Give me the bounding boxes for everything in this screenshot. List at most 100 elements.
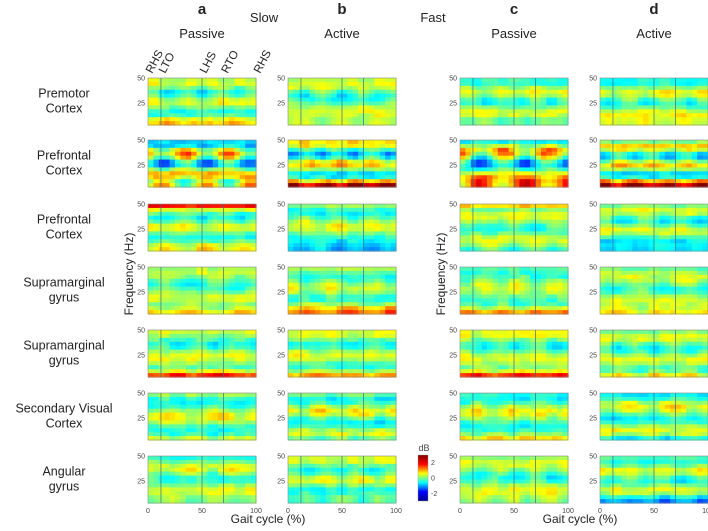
heatmap-cell xyxy=(239,330,246,335)
heatmap-cell xyxy=(148,101,154,107)
heatmap-cell xyxy=(664,267,671,272)
heatmap-cell xyxy=(686,113,693,118)
heatmap-cell xyxy=(551,274,558,280)
heatmap-cell xyxy=(325,294,332,299)
heatmap-cell xyxy=(551,140,558,145)
heatmap-cell xyxy=(336,85,343,91)
heatmap-cell xyxy=(481,147,488,153)
heatmap-cell xyxy=(503,167,510,172)
heatmap-cell xyxy=(293,306,300,311)
heatmap-cell xyxy=(643,227,650,233)
heatmap-cell xyxy=(648,243,655,248)
heatmap-cell xyxy=(600,294,606,299)
heatmap-cell xyxy=(164,400,171,406)
heatmap-cell xyxy=(352,97,359,103)
heatmap-cell xyxy=(659,353,666,359)
heatmap-cell xyxy=(605,113,612,118)
heatmap-cell xyxy=(541,294,547,299)
heatmap-cell xyxy=(514,183,520,188)
heatmap-cell xyxy=(600,227,606,233)
heatmap-cell xyxy=(304,274,311,280)
heatmap-cell xyxy=(315,298,321,303)
heatmap-cell xyxy=(363,147,370,153)
heatmap-cell xyxy=(315,89,321,95)
heatmap-cell xyxy=(153,109,160,114)
heatmap-cell xyxy=(320,93,327,99)
heatmap-cell xyxy=(497,294,504,299)
heatmap-cell xyxy=(546,349,553,355)
heatmap-cell xyxy=(541,155,547,161)
heatmap-cell xyxy=(202,231,208,236)
heatmap-cell xyxy=(691,163,698,169)
heatmap-cell xyxy=(245,101,252,107)
heatmap-cell xyxy=(465,85,472,91)
heatmap-cell xyxy=(637,207,644,213)
heatmap-cell xyxy=(562,101,569,107)
heatmap-cell xyxy=(169,282,176,288)
heatmap-cell xyxy=(342,121,348,126)
heatmap-cell xyxy=(185,373,192,378)
heatmap-cell xyxy=(325,357,332,362)
heatmap-cell xyxy=(497,167,504,172)
heatmap-cell xyxy=(358,101,365,107)
heatmap-cell xyxy=(250,274,257,280)
heatmap-cell xyxy=(169,93,176,99)
heatmap-cell xyxy=(352,274,359,280)
heatmap-cell xyxy=(654,267,660,272)
heatmap-cell xyxy=(153,151,160,157)
heatmap-cell xyxy=(487,121,493,126)
heatmap-cell xyxy=(605,167,612,172)
heatmap-cell xyxy=(234,159,241,165)
heatmap-cell xyxy=(363,215,370,221)
heatmap-cell xyxy=(196,341,203,347)
heatmap-cell xyxy=(309,215,316,221)
heatmap-cell xyxy=(185,247,192,252)
heatmap-cell xyxy=(557,89,564,95)
heatmap-cell xyxy=(158,267,165,272)
heatmap-cell xyxy=(654,163,660,169)
heatmap-cell xyxy=(610,274,617,280)
heatmap-cell xyxy=(546,231,553,236)
heatmap-cell xyxy=(218,337,225,343)
heatmap-cell xyxy=(245,247,252,252)
heatmap-cell xyxy=(288,302,294,307)
heatmap-cell xyxy=(239,274,246,280)
heatmap-cell xyxy=(632,204,639,209)
heatmap-cell xyxy=(681,330,687,335)
heatmap-cell xyxy=(524,167,531,172)
heatmap-cell xyxy=(557,85,564,91)
heatmap-cell xyxy=(180,93,187,99)
heatmap-cell xyxy=(675,278,682,284)
heatmap-cell xyxy=(487,179,493,184)
heatmap-cell xyxy=(153,310,160,315)
heatmap-cell xyxy=(621,349,628,355)
heatmap-cell xyxy=(702,235,708,240)
heatmap-cell xyxy=(374,294,381,299)
heatmap-cell xyxy=(551,93,558,99)
heatmap-cell xyxy=(654,357,660,362)
heatmap-cell xyxy=(175,436,181,441)
heatmap-cell xyxy=(621,337,628,343)
heatmap-cell xyxy=(347,167,354,172)
heatmap-cell xyxy=(304,183,311,188)
heatmap-cell xyxy=(175,337,181,343)
heatmap-cell xyxy=(352,290,359,296)
heatmap-cell xyxy=(621,278,628,284)
heatmap-cell xyxy=(605,290,612,296)
heatmap-cell xyxy=(664,163,671,169)
heatmap-cell xyxy=(164,171,171,176)
heatmap-cell xyxy=(524,183,531,188)
heatmap-cell xyxy=(185,428,192,433)
heatmap-cell xyxy=(697,365,704,370)
heatmap-cell xyxy=(374,204,381,209)
heatmap-cell xyxy=(508,333,515,339)
heatmap-cell xyxy=(207,155,214,161)
heatmap-cell xyxy=(551,159,558,165)
heatmap-cell xyxy=(503,333,510,339)
heatmap-cell xyxy=(659,155,666,161)
heatmap-cell xyxy=(218,204,225,209)
heatmap-cell xyxy=(670,89,677,95)
heatmap-cell xyxy=(191,290,198,296)
heatmap-cell xyxy=(223,353,230,359)
heatmap-cell xyxy=(557,171,564,176)
